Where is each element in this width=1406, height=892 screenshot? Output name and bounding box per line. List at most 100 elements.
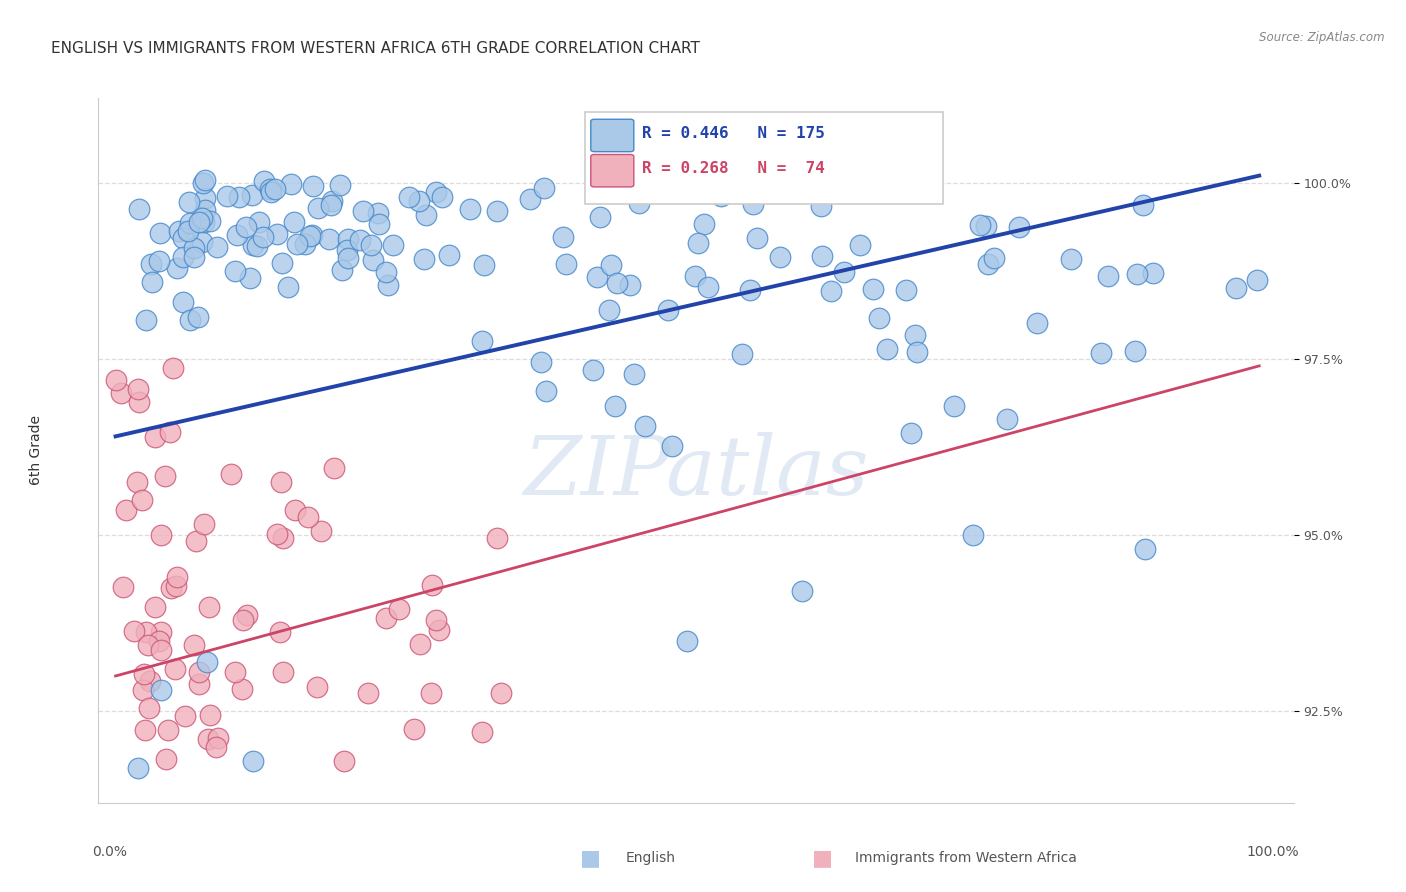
Point bbox=[259, 182, 281, 196]
Point bbox=[634, 419, 657, 434]
Point bbox=[619, 277, 641, 292]
Point bbox=[769, 250, 792, 264]
Point bbox=[131, 492, 153, 507]
Point bbox=[352, 204, 374, 219]
Point bbox=[683, 269, 706, 284]
Point bbox=[869, 311, 891, 326]
Point bbox=[143, 430, 166, 444]
Point bbox=[983, 252, 1005, 266]
Point bbox=[1142, 266, 1164, 280]
Point bbox=[162, 361, 184, 376]
Point bbox=[363, 253, 385, 268]
Point bbox=[205, 739, 228, 754]
Point bbox=[127, 761, 149, 775]
Point bbox=[942, 400, 965, 414]
Point bbox=[197, 732, 219, 747]
Point bbox=[904, 328, 927, 343]
Point bbox=[157, 723, 180, 737]
Point bbox=[974, 219, 997, 233]
Point bbox=[148, 254, 170, 268]
Point bbox=[309, 524, 332, 538]
Point bbox=[173, 250, 195, 264]
Point bbox=[224, 665, 246, 679]
Point bbox=[402, 722, 425, 736]
Point bbox=[198, 599, 221, 614]
Point bbox=[128, 394, 150, 409]
Point bbox=[115, 503, 138, 517]
FancyBboxPatch shape bbox=[591, 154, 634, 187]
Point bbox=[688, 235, 710, 250]
Point bbox=[150, 642, 173, 657]
Point bbox=[381, 237, 404, 252]
Point bbox=[336, 251, 359, 265]
Point bbox=[191, 235, 214, 249]
Point bbox=[1246, 272, 1268, 286]
Point bbox=[696, 280, 718, 294]
Point bbox=[962, 528, 984, 542]
Point bbox=[124, 624, 146, 638]
Point bbox=[134, 723, 156, 738]
Point bbox=[188, 665, 211, 680]
Point bbox=[534, 384, 557, 398]
Point bbox=[470, 725, 492, 739]
Point bbox=[429, 623, 451, 637]
Point bbox=[486, 531, 509, 545]
Point bbox=[135, 625, 157, 640]
Point bbox=[810, 249, 832, 263]
Point bbox=[132, 667, 155, 681]
Point bbox=[1026, 316, 1049, 330]
Point bbox=[242, 237, 264, 252]
Point bbox=[430, 189, 453, 203]
Point bbox=[676, 633, 699, 648]
Point bbox=[472, 258, 495, 272]
Point bbox=[260, 185, 283, 199]
Point bbox=[598, 302, 620, 317]
Point bbox=[159, 581, 181, 595]
Point bbox=[127, 382, 149, 396]
Point bbox=[193, 177, 215, 191]
Point bbox=[194, 203, 217, 218]
Point bbox=[187, 214, 209, 228]
Point bbox=[582, 362, 605, 376]
Point bbox=[408, 194, 430, 209]
Point bbox=[375, 265, 398, 279]
Point bbox=[193, 215, 215, 229]
Point bbox=[375, 611, 398, 625]
Point bbox=[439, 248, 461, 262]
Point bbox=[284, 503, 307, 517]
Point bbox=[409, 637, 432, 651]
Point bbox=[139, 673, 162, 688]
Point bbox=[388, 601, 411, 615]
Point bbox=[420, 686, 443, 700]
Point bbox=[458, 202, 481, 216]
Point bbox=[1060, 252, 1083, 266]
Point bbox=[810, 199, 832, 213]
Point bbox=[471, 334, 494, 348]
Text: R = 0.446   N = 175: R = 0.446 N = 175 bbox=[643, 126, 825, 141]
Point bbox=[135, 313, 157, 327]
Point bbox=[253, 174, 276, 188]
Point bbox=[425, 186, 447, 200]
Point bbox=[305, 681, 328, 695]
Point bbox=[269, 624, 291, 639]
Point bbox=[270, 256, 292, 270]
Point bbox=[486, 203, 509, 218]
Point bbox=[219, 467, 242, 482]
Point bbox=[169, 224, 191, 238]
Point bbox=[307, 201, 329, 215]
Point bbox=[329, 178, 352, 192]
Point bbox=[194, 190, 217, 204]
Point bbox=[790, 584, 813, 599]
Point bbox=[228, 190, 250, 204]
Point bbox=[143, 600, 166, 615]
Point bbox=[330, 262, 353, 277]
Point bbox=[194, 173, 217, 187]
Point bbox=[657, 303, 679, 318]
Point bbox=[172, 294, 194, 309]
Point bbox=[422, 578, 444, 592]
Point bbox=[271, 531, 294, 545]
Point bbox=[159, 425, 181, 439]
Text: Source: ZipAtlas.com: Source: ZipAtlas.com bbox=[1260, 31, 1385, 45]
Point bbox=[900, 426, 922, 441]
Point bbox=[149, 528, 172, 542]
